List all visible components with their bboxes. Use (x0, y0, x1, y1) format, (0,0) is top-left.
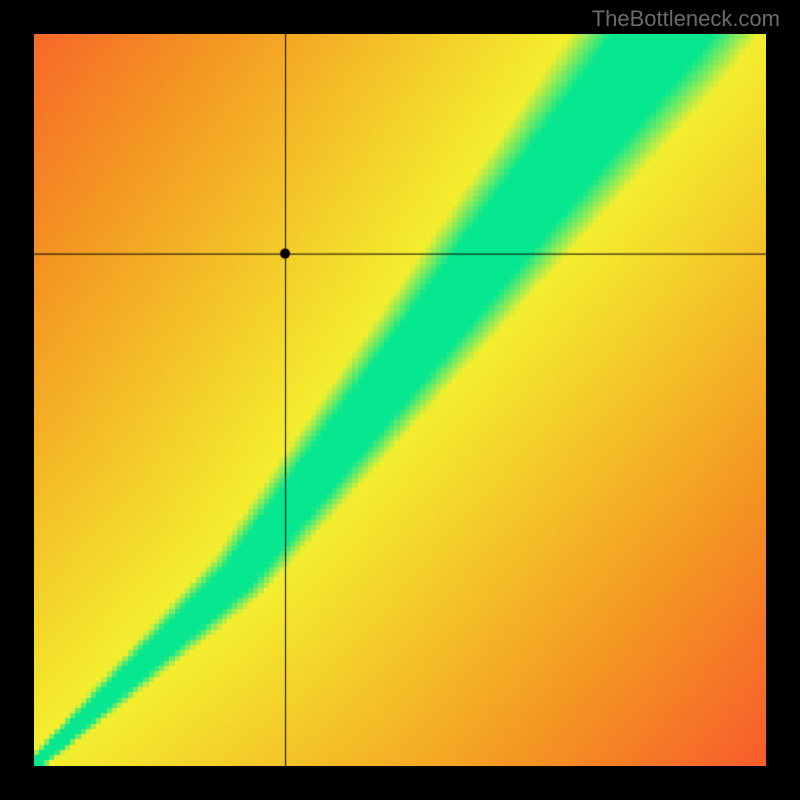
chart-container: TheBottleneck.com (0, 0, 800, 800)
bottleneck-heatmap (34, 34, 766, 766)
watermark-text: TheBottleneck.com (592, 6, 780, 32)
